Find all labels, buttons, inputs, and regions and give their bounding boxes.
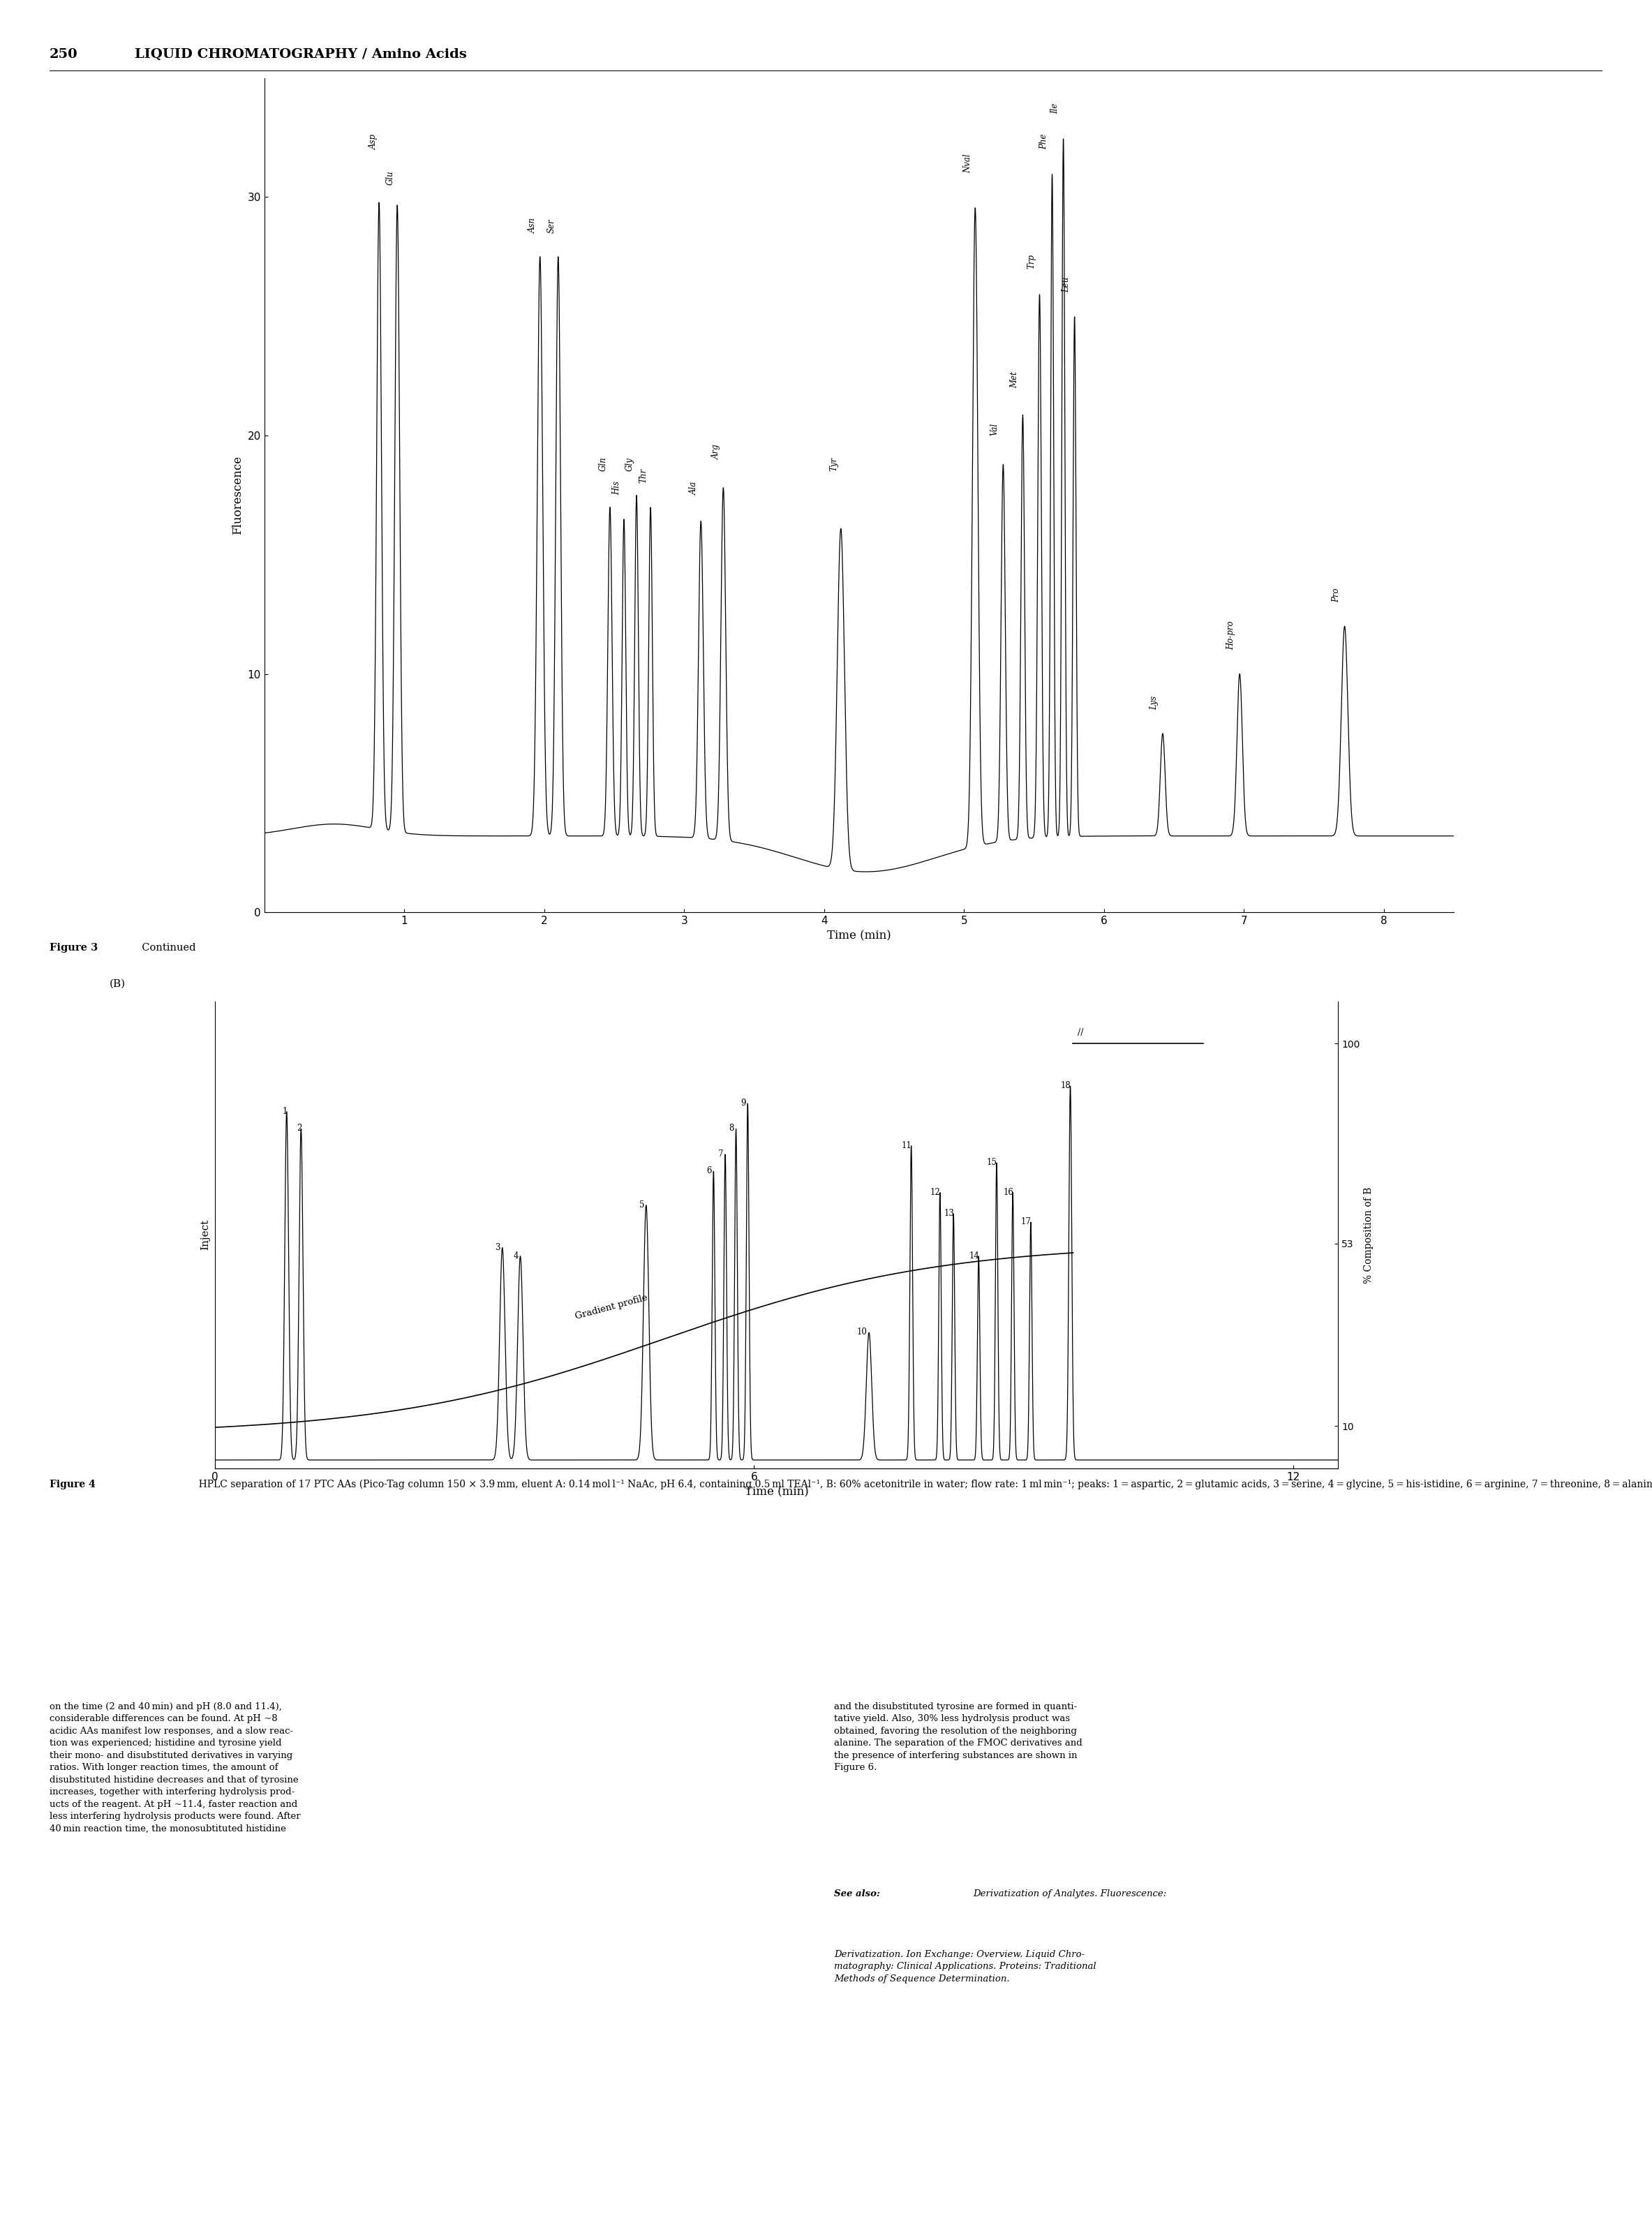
- Text: Trp: Trp: [1026, 254, 1036, 269]
- Text: Lys: Lys: [1150, 696, 1158, 710]
- Text: Pro: Pro: [1332, 587, 1341, 603]
- Text: His: His: [613, 481, 621, 496]
- Text: HPLC separation of 17 PTC AAs (Pico-Tag column 150 × 3.9 mm, eluent A: 0.14 mol : HPLC separation of 17 PTC AAs (Pico-Tag …: [192, 1480, 1652, 1491]
- Text: 6: 6: [707, 1166, 712, 1175]
- Text: Phe: Phe: [1039, 134, 1049, 149]
- Text: 15: 15: [986, 1157, 998, 1166]
- Text: and the disubstituted tyrosine are formed in quanti-
tative yield. Also, 30% les: and the disubstituted tyrosine are forme…: [834, 1702, 1082, 1773]
- Text: 13: 13: [943, 1208, 955, 1217]
- Text: Ala: Ala: [689, 481, 699, 496]
- Text: 12: 12: [930, 1188, 940, 1197]
- Y-axis label: Inject: Inject: [200, 1219, 210, 1250]
- Text: Leu: Leu: [1062, 276, 1070, 291]
- Text: 16: 16: [1003, 1188, 1013, 1197]
- Text: Derivatization of Analytes. Fluorescence:: Derivatization of Analytes. Fluorescence…: [973, 1889, 1166, 1898]
- Text: 5: 5: [639, 1199, 644, 1210]
- Text: 2: 2: [297, 1124, 302, 1133]
- Text: 250: 250: [50, 49, 78, 60]
- Text: Met: Met: [1009, 372, 1019, 387]
- Text: Glu: Glu: [385, 171, 395, 185]
- Text: Tyr: Tyr: [829, 456, 838, 472]
- Text: Ho-pro: Ho-pro: [1227, 621, 1236, 650]
- Text: Continued: Continued: [135, 943, 195, 952]
- Text: Asp: Asp: [368, 134, 378, 149]
- Text: Gly: Gly: [624, 458, 634, 472]
- Text: LIQUID CHROMATOGRAPHY / Amino Acids: LIQUID CHROMATOGRAPHY / Amino Acids: [135, 49, 468, 60]
- Text: Arg: Arg: [712, 445, 720, 458]
- Text: 1: 1: [282, 1106, 287, 1117]
- X-axis label: Time (min): Time (min): [745, 1486, 808, 1497]
- Y-axis label: Fluorescence: Fluorescence: [231, 456, 243, 534]
- Text: //: //: [1077, 1028, 1084, 1037]
- Text: Gln: Gln: [598, 456, 608, 472]
- Text: Nval: Nval: [963, 154, 973, 174]
- Y-axis label: % Composition of B: % Composition of B: [1365, 1186, 1373, 1284]
- Text: Derivatization. Ion Exchange: Overview. Liquid Chro-
matography: Clinical Applic: Derivatization. Ion Exchange: Overview. …: [834, 1949, 1097, 1982]
- Text: 8: 8: [729, 1124, 733, 1133]
- Text: 7: 7: [719, 1150, 724, 1159]
- Text: on the time (2 and 40 min) and pH (8.0 and 11.4),
considerable differences can b: on the time (2 and 40 min) and pH (8.0 a…: [50, 1702, 301, 1833]
- Text: Thr: Thr: [639, 469, 648, 483]
- Text: 18: 18: [1061, 1081, 1070, 1090]
- Text: 14: 14: [970, 1250, 980, 1259]
- Text: Asn: Asn: [529, 218, 537, 234]
- Text: 9: 9: [740, 1099, 745, 1108]
- Text: Ile: Ile: [1051, 102, 1059, 113]
- Text: Ser: Ser: [547, 218, 555, 234]
- Text: Gradient profile: Gradient profile: [575, 1293, 649, 1322]
- Text: Figure 3: Figure 3: [50, 943, 97, 952]
- Text: 11: 11: [902, 1141, 912, 1150]
- Text: See also:: See also:: [834, 1889, 881, 1898]
- Text: Val: Val: [990, 423, 999, 436]
- Text: 3: 3: [496, 1244, 501, 1253]
- Text: Figure 4: Figure 4: [50, 1480, 96, 1489]
- Text: (B): (B): [109, 979, 126, 988]
- Text: 10: 10: [857, 1328, 867, 1337]
- Text: 17: 17: [1021, 1217, 1031, 1226]
- Text: 4: 4: [514, 1250, 519, 1259]
- X-axis label: Time (min): Time (min): [828, 930, 890, 941]
